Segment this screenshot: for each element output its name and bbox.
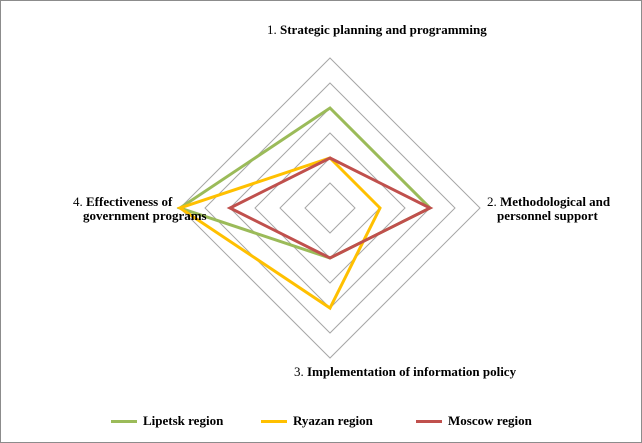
grid-ring xyxy=(279,157,381,259)
axis-label-1: 1. Strategic planning and programming xyxy=(267,22,487,37)
legend-swatch xyxy=(111,419,137,423)
series-line-ryazan-region xyxy=(176,156,382,311)
axis-label-2: 2. Methodological and personnel support xyxy=(487,194,611,223)
legend-item-moscow: Moscow region xyxy=(416,413,532,429)
legend-swatch xyxy=(416,419,442,423)
grid-ring xyxy=(179,57,481,359)
legend: Lipetsk region Ryazan region Moscow regi… xyxy=(1,413,641,433)
axis-label-3: 3. Implementation of information policy xyxy=(294,364,517,379)
legend-swatch xyxy=(261,419,287,423)
series-line-moscow-region xyxy=(226,156,434,260)
legend-item-ryazan: Ryazan region xyxy=(261,413,373,429)
grid-ring xyxy=(304,182,356,234)
grid-ring xyxy=(229,107,431,309)
axis-label-4: 4. Effectiveness of government programs xyxy=(73,194,207,223)
grid-ring xyxy=(254,132,406,284)
legend-item-lipetsk: Lipetsk region xyxy=(111,413,223,429)
grid-ring xyxy=(204,82,456,334)
